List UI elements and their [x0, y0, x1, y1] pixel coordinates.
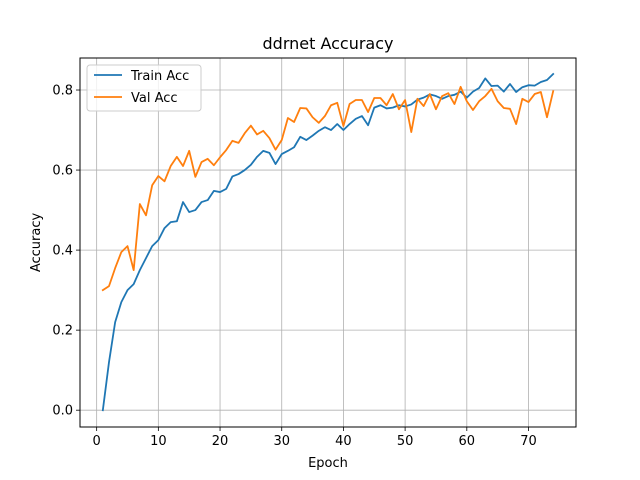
legend: Train Acc Val Acc: [86, 64, 202, 112]
x-tick-label: 10: [150, 434, 167, 449]
x-axis-label: Epoch: [308, 456, 348, 471]
y-tick-label: 0.2: [52, 324, 73, 339]
train-acc-line: [101, 72, 555, 412]
legend-val-label: Val Acc: [131, 91, 178, 106]
x-tick-label: 50: [397, 434, 414, 449]
y-axis-label: Accuracy: [29, 213, 44, 273]
y-tick-label: 0.4: [52, 244, 73, 259]
grid-lines: [80, 58, 576, 427]
y-tick-label: 0.8: [52, 84, 73, 99]
x-tick-label: 40: [335, 434, 352, 449]
val-acc-line: [101, 85, 555, 292]
legend-box: [86, 64, 202, 112]
y-tick-label: 0.6: [52, 164, 73, 179]
x-tick-label: 0: [93, 434, 101, 449]
plot-area-frame: [79, 57, 577, 428]
axis-ticks: 0 10 20 30 40 50 60 70 0.0 0.2 0.4 0.6 0.8: [52, 84, 536, 449]
x-tick-label: 60: [459, 434, 476, 449]
x-tick-label: 20: [212, 434, 229, 449]
chart-title: ddrnet Accuracy: [263, 34, 394, 53]
legend-train-label: Train Acc: [130, 69, 189, 84]
x-tick-label: 70: [520, 434, 537, 449]
series-lines: [101, 72, 555, 412]
x-tick-label: 30: [273, 434, 290, 449]
y-tick-label: 0.0: [52, 404, 73, 419]
